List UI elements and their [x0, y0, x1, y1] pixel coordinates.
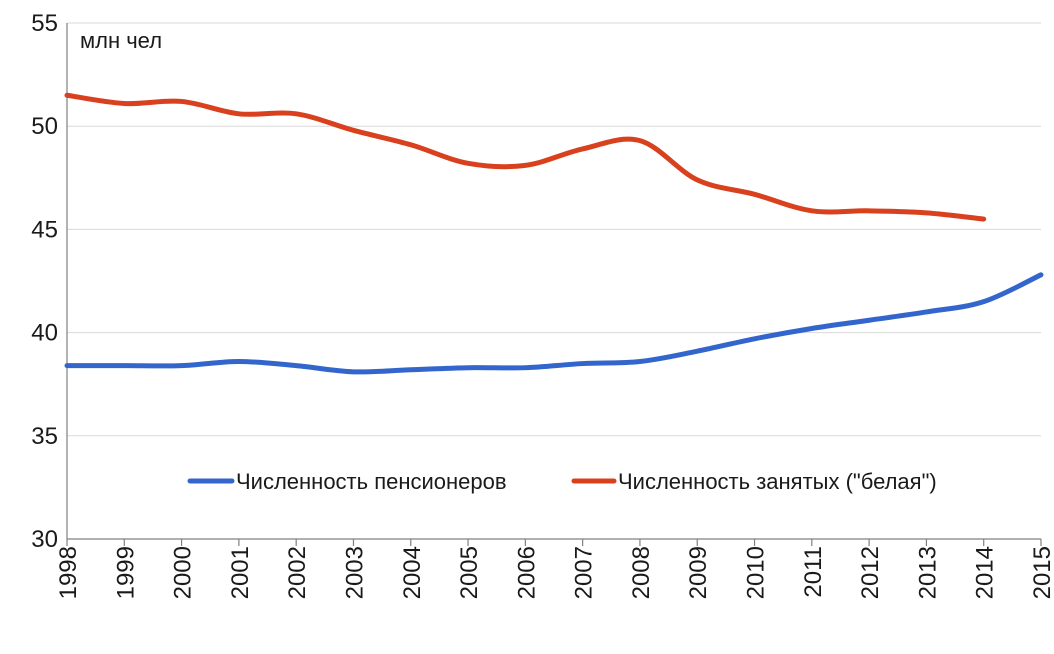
x-tick-label: 2013 [914, 546, 941, 599]
y-tick-label: 40 [31, 320, 58, 347]
y-tick-label: 30 [31, 526, 58, 553]
x-tick-label: 2008 [628, 546, 655, 599]
x-tick-label: 2003 [341, 546, 368, 599]
y-tick-label: 50 [31, 113, 58, 140]
x-tick-label: 2015 [1029, 546, 1054, 599]
x-axis-ticks: 1998 1999 2000 2001 2002 2003 2004 2005 2006 2007… [55, 539, 1054, 599]
y-axis-ticks: 30 35 40 45 50 55 [31, 10, 58, 553]
x-tick-label: 2002 [284, 546, 311, 599]
x-tick-label: 2012 [857, 546, 884, 599]
series-line-0 [64, 272, 1044, 375]
legend: Численность пенсионеров Численность заня… [187, 469, 937, 494]
x-tick-label: 2004 [399, 546, 426, 599]
gridlines [67, 22, 1041, 437]
x-tick-label: 1999 [112, 546, 139, 599]
x-tick-label: 2001 [227, 546, 254, 599]
legend-label-pensioners: Численность пенсионеров [236, 469, 507, 494]
y-unit-label: млн чел [80, 28, 162, 53]
x-tick-label: 2005 [456, 546, 483, 599]
x-tick-label: 2011 [800, 546, 827, 598]
y-tick-label: 35 [31, 423, 58, 450]
x-tick-label: 2009 [685, 546, 712, 599]
x-tick-label: 1998 [55, 546, 82, 599]
x-tick-label: 2007 [571, 546, 598, 599]
y-tick-label: 55 [31, 10, 58, 37]
axes [66, 23, 1041, 540]
x-tick-label: 2010 [743, 546, 770, 599]
series-lines [64, 92, 1044, 375]
x-tick-label: 2000 [170, 546, 197, 599]
legend-label-employed: Численность занятых ("белая") [618, 469, 937, 494]
series-line-1 [64, 92, 987, 222]
x-tick-label: 2014 [972, 546, 999, 599]
x-tick-label: 2006 [513, 546, 540, 599]
y-tick-label: 45 [31, 216, 58, 243]
